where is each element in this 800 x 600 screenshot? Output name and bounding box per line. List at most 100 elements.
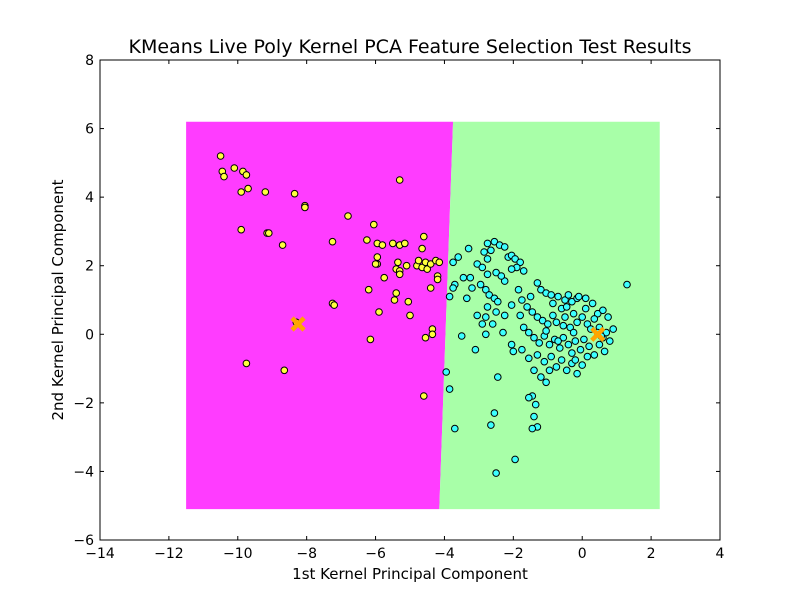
cluster-2-point — [510, 348, 517, 355]
cluster-2-point — [570, 310, 577, 317]
cluster-2-point — [529, 309, 536, 316]
cluster-2-point — [526, 355, 533, 362]
cluster-2-point — [488, 247, 495, 254]
cluster-2-point — [450, 285, 457, 292]
cluster-2-point — [555, 338, 562, 345]
cluster-1-point — [345, 213, 352, 220]
x-tick-label: 2 — [647, 546, 656, 562]
cluster-2-point — [501, 244, 508, 251]
cluster-2-point — [493, 470, 500, 477]
cluster-2-point — [495, 298, 502, 305]
cluster-1-point — [371, 221, 378, 228]
cluster-1-point — [365, 286, 372, 293]
cluster-2-point — [446, 293, 453, 300]
cluster-2-point — [520, 324, 527, 331]
y-axis-label: 2nd Kernel Principal Component — [49, 179, 67, 420]
cluster-2-point — [465, 245, 472, 252]
cluster-2-point — [458, 333, 465, 340]
cluster-1-point — [405, 298, 412, 305]
cluster-2-point — [579, 314, 586, 321]
cluster-2-point — [469, 285, 476, 292]
cluster-2-point — [484, 304, 491, 311]
cluster-2-point — [591, 316, 598, 323]
cluster-2-point — [576, 293, 583, 300]
cluster-2-point — [548, 353, 555, 360]
cluster-2-point — [508, 302, 515, 309]
cluster-2-point — [607, 338, 614, 345]
cluster-2-point — [483, 314, 490, 321]
cluster-2-point — [484, 240, 491, 247]
cluster-2-point — [484, 256, 491, 263]
cluster-2-point — [488, 422, 495, 429]
cluster-2-point — [550, 312, 557, 319]
cluster-2-point — [574, 319, 581, 326]
cluster-2-point — [519, 297, 526, 304]
cluster-1-point — [302, 204, 309, 211]
cluster-2-point — [557, 345, 564, 352]
cluster-1-point — [364, 237, 371, 244]
y-tick-label: −2 — [73, 396, 94, 412]
cluster-2-point — [553, 364, 560, 371]
cluster-1-point — [434, 276, 441, 283]
cluster-2-point — [524, 304, 531, 311]
cluster-1-point — [403, 262, 410, 269]
y-tick-label: 4 — [85, 190, 94, 206]
x-tick-label: −10 — [223, 546, 253, 562]
cluster-2-point — [560, 322, 567, 329]
cluster-1-point — [281, 367, 288, 374]
cluster-2-point — [517, 312, 524, 319]
cluster-2-point — [495, 374, 502, 381]
cluster-2-point — [586, 343, 593, 350]
cluster-2-point — [515, 286, 522, 293]
cluster-2-point — [531, 413, 538, 420]
decision-regions — [186, 122, 660, 509]
cluster-2-point — [543, 379, 550, 386]
cluster-2-point — [534, 280, 541, 287]
cluster-2-point — [531, 334, 538, 341]
y-tick-label: −4 — [73, 464, 94, 480]
cluster-2-point — [605, 314, 612, 321]
y-tick-label: 6 — [85, 122, 94, 138]
x-tick-label: −6 — [365, 546, 386, 562]
cluster-1-point — [421, 233, 428, 240]
cluster-1-point — [243, 172, 250, 179]
cluster-1-point — [231, 165, 238, 172]
cluster-2-point — [572, 338, 579, 345]
cluster-2-point — [446, 386, 453, 393]
cluster-2-point — [545, 321, 552, 328]
cluster-2-point — [455, 254, 462, 261]
cluster-2-point — [546, 367, 553, 374]
cluster-2-point — [584, 353, 591, 360]
cluster-1-point — [429, 331, 436, 338]
cluster-2-point — [483, 331, 490, 338]
cluster-2-point — [565, 292, 572, 299]
cluster-1-point — [238, 226, 245, 233]
cluster-2-point — [543, 328, 550, 335]
x-tick-label: 4 — [716, 546, 725, 562]
cluster-2-point — [555, 293, 562, 300]
cluster-2-point — [500, 329, 507, 336]
cluster-1-point — [407, 312, 414, 319]
cluster-2-point — [581, 336, 588, 343]
cluster-2-point — [526, 329, 533, 336]
cluster-2-point — [477, 281, 484, 288]
cluster-2-point — [460, 274, 467, 281]
x-tick-label: −12 — [154, 546, 184, 562]
cluster-1-point — [402, 240, 409, 247]
cluster-1-point — [379, 242, 386, 249]
cluster-1-point — [372, 261, 379, 268]
cluster-1-point — [391, 297, 398, 304]
cluster-1-point — [390, 240, 397, 247]
cluster-1-point — [396, 177, 403, 184]
cluster-2-point — [467, 274, 474, 281]
cluster-1-point — [421, 393, 428, 400]
cluster-2-point — [562, 314, 569, 321]
cluster-2-point — [553, 319, 560, 326]
cluster-2-point — [558, 357, 565, 364]
cluster-2-point — [479, 264, 486, 271]
chart-title: KMeans Live Poly Kernel PCA Feature Sele… — [129, 36, 692, 58]
cluster-2-point — [536, 340, 543, 347]
cluster-2-point — [563, 367, 570, 374]
x-tick-label: −2 — [503, 546, 524, 562]
cluster-2-point — [489, 321, 496, 328]
